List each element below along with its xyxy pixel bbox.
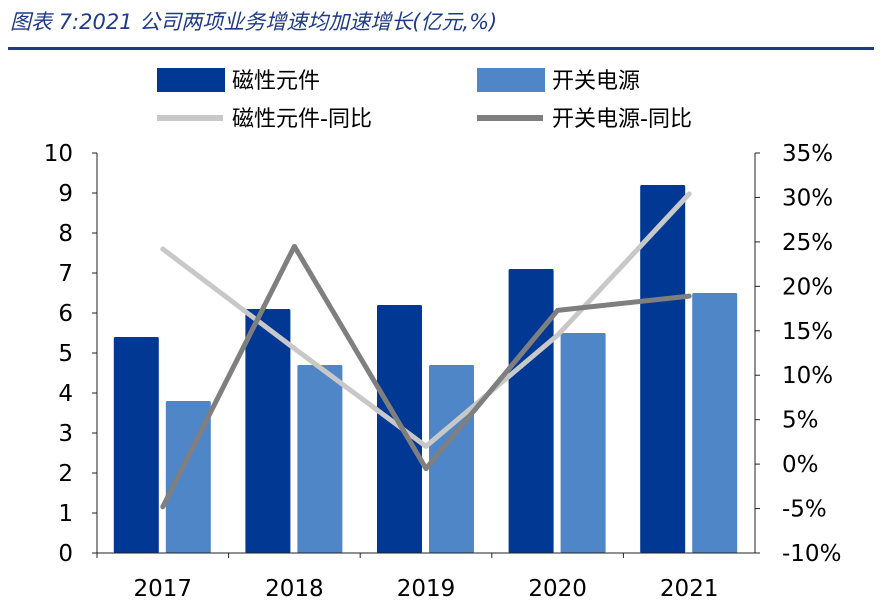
right-tick-label: 15% xyxy=(782,319,833,345)
left-tick-label: 2 xyxy=(58,461,73,487)
left-tick-label: 5 xyxy=(58,341,73,367)
x-tick-label: 2019 xyxy=(397,576,456,602)
line-开关电源-同比 xyxy=(160,243,692,510)
right-tick-label: 30% xyxy=(782,185,833,211)
legend-label-磁性元件-同比: 磁性元件-同比 xyxy=(232,107,372,132)
right-tick-label: 25% xyxy=(782,230,833,256)
bar-开关电源-2018 xyxy=(297,365,343,553)
x-tick-label: 2018 xyxy=(265,576,324,602)
bars-layer xyxy=(113,185,738,553)
lines-layer xyxy=(160,191,692,510)
legend-label-磁性元件: 磁性元件 xyxy=(232,69,320,94)
bar-开关电源-2021 xyxy=(692,293,738,553)
legend-swatch-磁性元件 xyxy=(157,68,225,92)
chart-title: 图表 7:2021 公司两项业务增速均加速增长(亿元,%) xyxy=(10,10,498,34)
right-tick-label: 10% xyxy=(782,363,833,389)
axes-layer: 0 1 2 3 4 5 6 7 8 9 10 -10% -5% 0% 5% 10% 15% 20% 25% 30% 35… xyxy=(44,141,842,602)
bar-磁性元件-2017 xyxy=(113,337,159,553)
bar-开关电源-2019 xyxy=(429,365,474,553)
x-tick-label: 2021 xyxy=(660,576,719,602)
line-磁性元件-同比 xyxy=(160,191,692,449)
legend-label-开关电源-同比: 开关电源-同比 xyxy=(552,107,692,132)
left-tick-label: 1 xyxy=(58,501,73,527)
right-tick-label: 5% xyxy=(782,408,819,434)
left-tick-label: 10 xyxy=(44,141,73,167)
left-tick-label: 7 xyxy=(58,261,73,287)
right-tick-label: 35% xyxy=(782,141,833,167)
left-tick-label: 4 xyxy=(58,381,73,407)
legend-label-开关电源: 开关电源 xyxy=(552,69,640,94)
bar-磁性元件-2018 xyxy=(245,309,291,553)
right-tick-label: -10% xyxy=(782,541,841,567)
legend-swatch-开关电源 xyxy=(477,68,545,92)
right-tick-label: -5% xyxy=(782,497,827,523)
bar-磁性元件-2020 xyxy=(508,269,554,553)
bar-开关电源-2020 xyxy=(560,333,606,553)
title-rule xyxy=(8,47,874,50)
left-tick-label: 0 xyxy=(58,541,73,567)
left-tick-label: 9 xyxy=(58,181,73,207)
left-tick-label: 6 xyxy=(58,301,73,327)
x-tick-label: 2020 xyxy=(528,576,587,602)
right-tick-label: 0% xyxy=(782,452,819,478)
right-tick-label: 20% xyxy=(782,274,833,300)
left-tick-label: 8 xyxy=(58,221,73,247)
x-tick-label: 2017 xyxy=(134,576,193,602)
bar-磁性元件-2021 xyxy=(640,185,686,553)
left-tick-label: 3 xyxy=(58,421,73,447)
